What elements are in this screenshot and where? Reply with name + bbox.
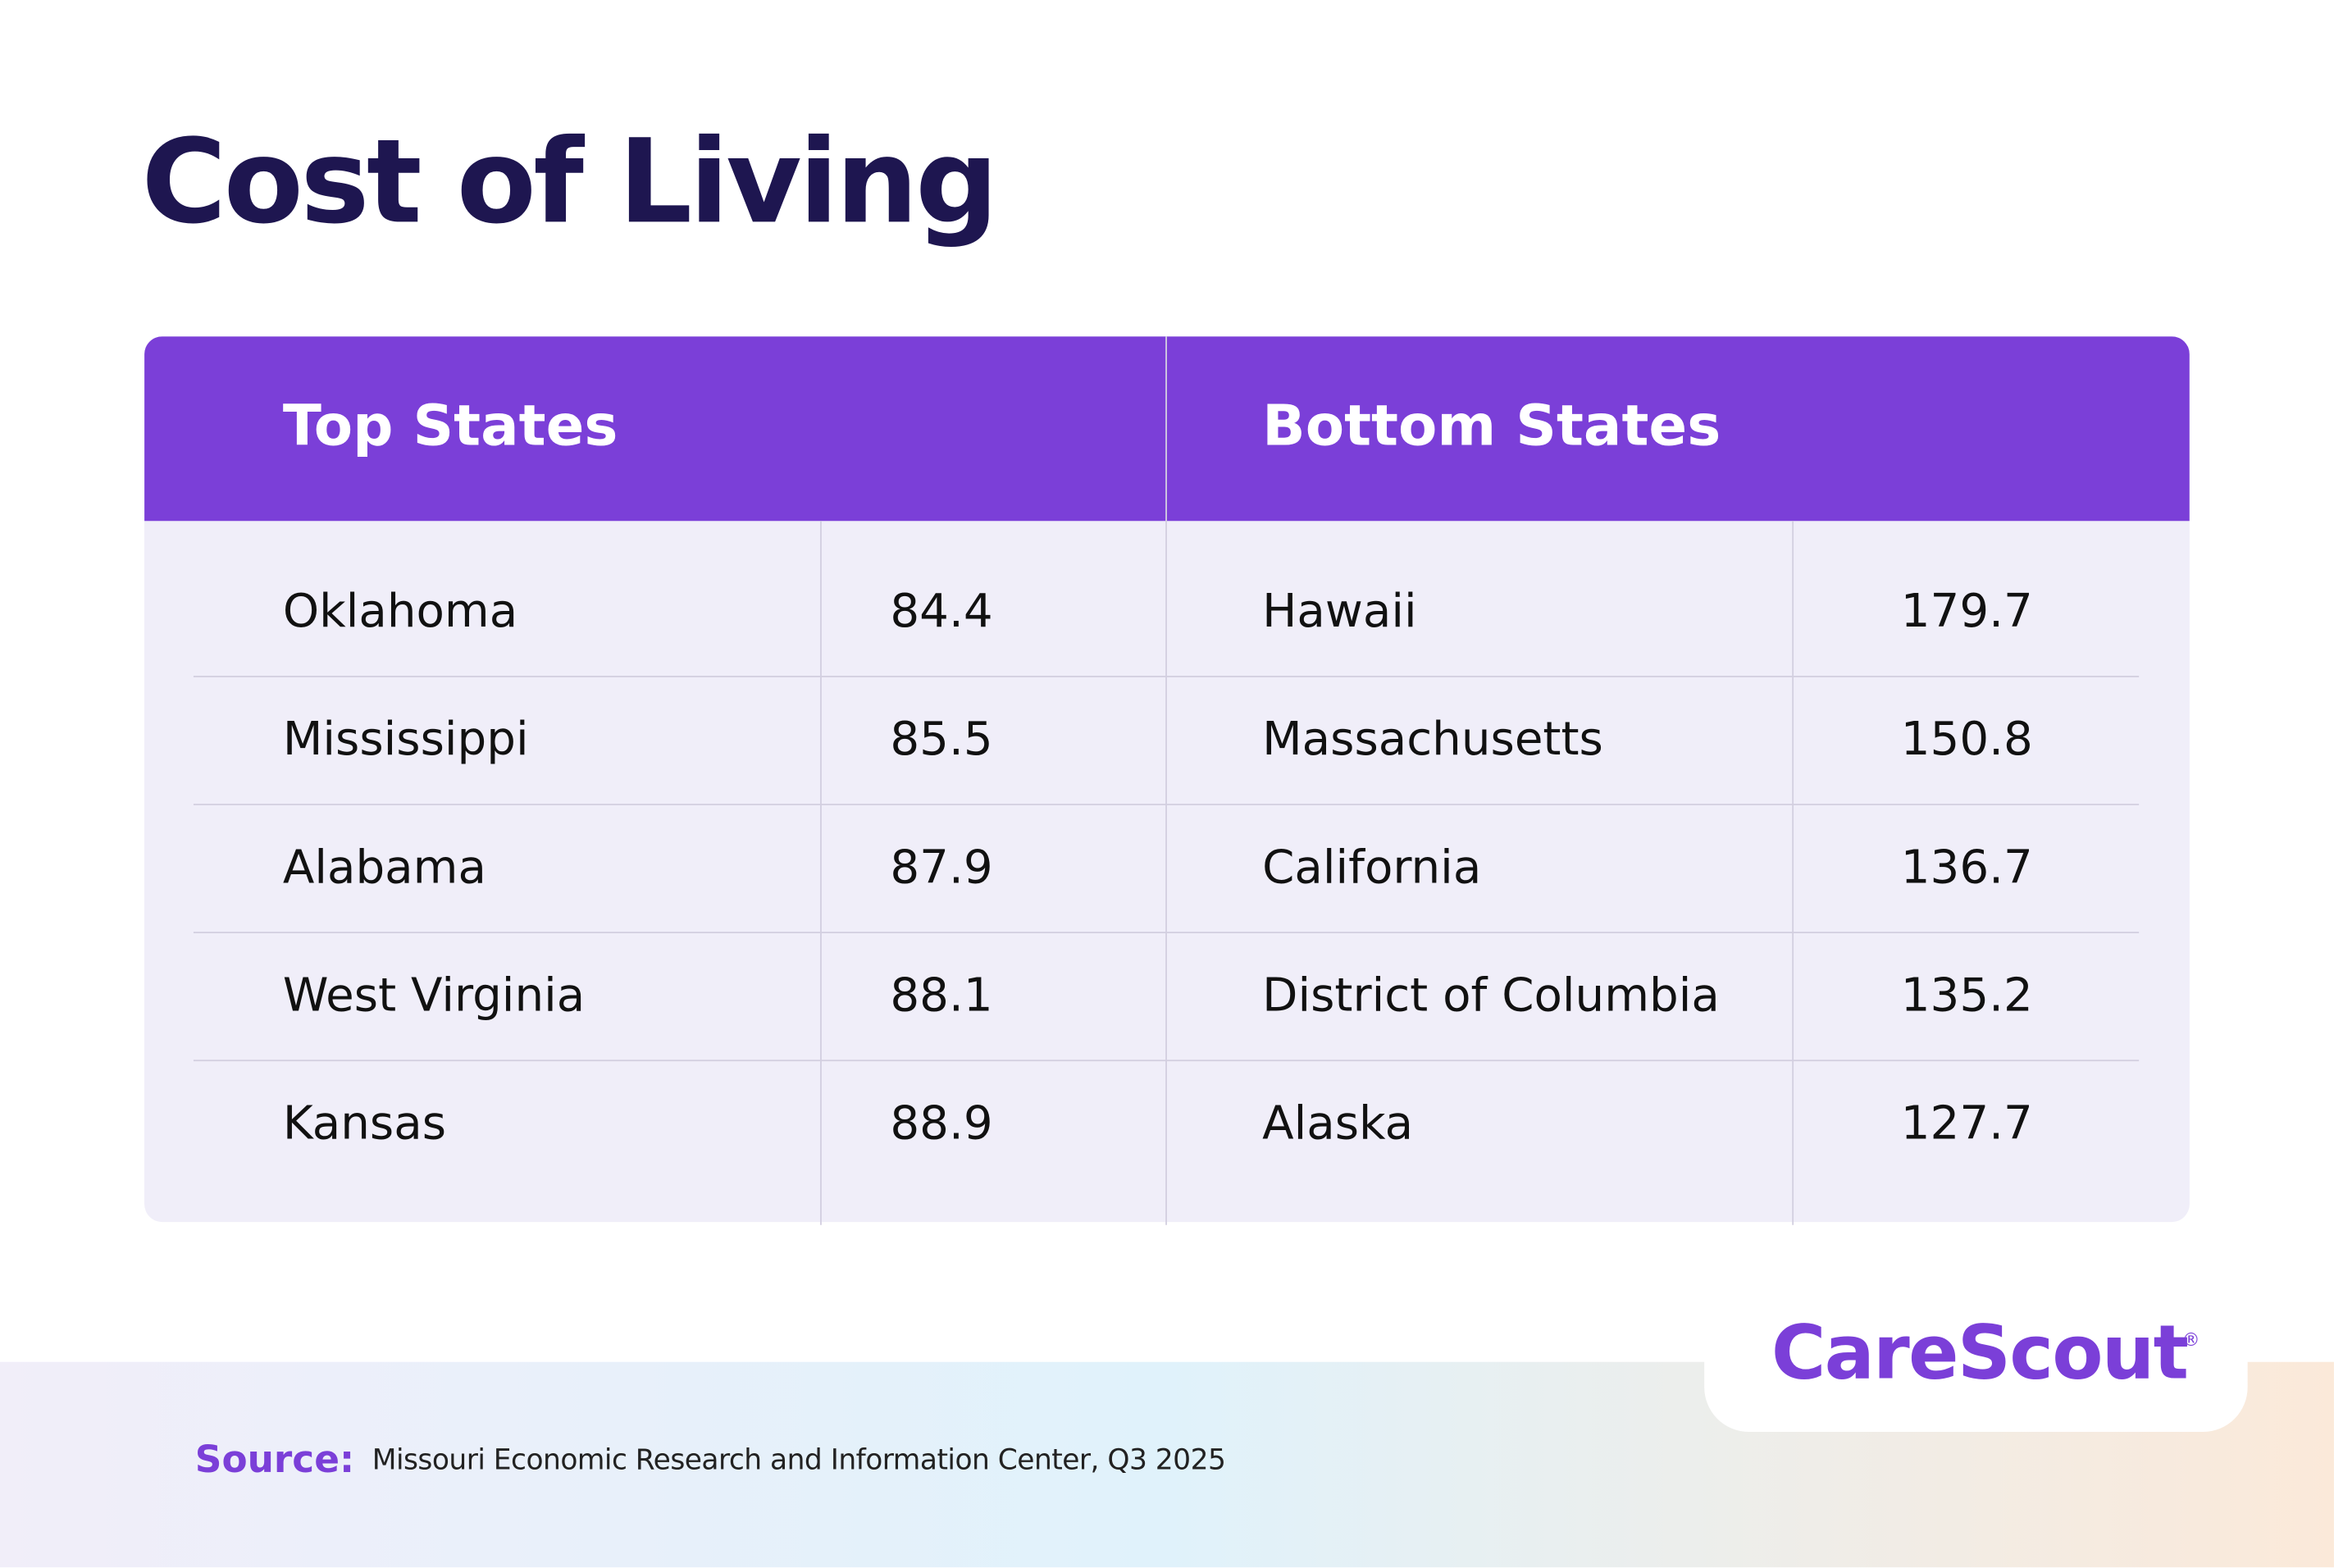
state-name: Massachusetts bbox=[1262, 713, 1603, 767]
index-value: 84.4 bbox=[890, 585, 993, 639]
state-name: Mississippi bbox=[282, 713, 529, 767]
logo-tab bbox=[1704, 1347, 2248, 1433]
index-value: 85.5 bbox=[890, 713, 993, 767]
column-divider bbox=[1792, 521, 1794, 1225]
logo: CareScout bbox=[1771, 1310, 2189, 1397]
index-value: 136.7 bbox=[1900, 841, 2033, 895]
title: Cost of Living bbox=[141, 116, 998, 250]
index-value: 179.7 bbox=[1900, 585, 2033, 639]
state-name: California bbox=[1262, 841, 1482, 895]
index-value: 135.2 bbox=[1900, 969, 2033, 1023]
logo-mark: ® bbox=[2181, 1329, 2200, 1351]
column-heading: Top States bbox=[282, 393, 618, 459]
row-divider bbox=[193, 804, 2140, 805]
index-value: 88.1 bbox=[890, 969, 993, 1023]
column-heading: Bottom States bbox=[1262, 393, 1721, 459]
column-divider bbox=[1165, 336, 1167, 1225]
row-divider bbox=[193, 932, 2140, 934]
index-value: 127.7 bbox=[1900, 1096, 2033, 1151]
state-name: Oklahoma bbox=[282, 585, 518, 639]
state-name: Alabama bbox=[282, 841, 486, 895]
row-divider bbox=[193, 676, 2140, 677]
index-value: 87.9 bbox=[890, 841, 993, 895]
index-value: 88.9 bbox=[890, 1096, 993, 1151]
state-name: Hawaii bbox=[1262, 585, 1417, 639]
row-divider bbox=[193, 1060, 2140, 1062]
column-divider bbox=[820, 521, 822, 1225]
state-name: Kansas bbox=[282, 1096, 447, 1151]
state-name: Alaska bbox=[1262, 1096, 1414, 1151]
source-text: Missouri Economic Research and Informati… bbox=[372, 1443, 1226, 1477]
source-label: Source: bbox=[194, 1438, 355, 1481]
state-name: West Virginia bbox=[282, 969, 586, 1023]
state-name: District of Columbia bbox=[1262, 969, 1720, 1023]
index-value: 150.8 bbox=[1900, 713, 2033, 767]
